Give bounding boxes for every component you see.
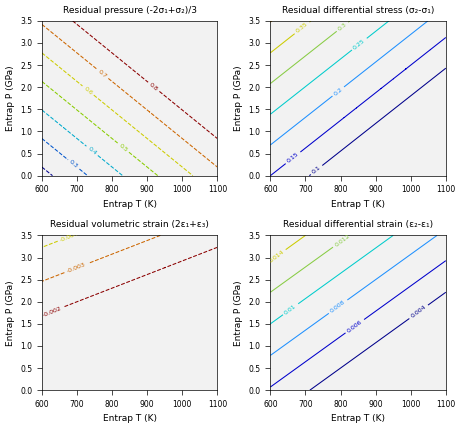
- Text: 0.7: 0.7: [97, 69, 108, 79]
- X-axis label: Entrap T (K): Entrap T (K): [331, 414, 385, 423]
- Text: -0.003: -0.003: [66, 262, 87, 274]
- Text: 0.6: 0.6: [83, 85, 94, 96]
- Text: -0.004: -0.004: [59, 230, 80, 243]
- X-axis label: Entrap T (K): Entrap T (K): [103, 200, 157, 209]
- Text: -0.002: -0.002: [42, 305, 62, 317]
- Text: 0.3: 0.3: [337, 21, 348, 32]
- Text: 0.5: 0.5: [118, 142, 129, 153]
- X-axis label: Entrap T (K): Entrap T (K): [331, 200, 385, 209]
- Title: Residual pressure (-2σ₁+σ₂)/3: Residual pressure (-2σ₁+σ₂)/3: [63, 6, 197, 15]
- Y-axis label: Entrap P (GPa): Entrap P (GPa): [6, 66, 15, 131]
- Text: 0.012: 0.012: [334, 233, 351, 248]
- X-axis label: Entrap T (K): Entrap T (K): [103, 414, 157, 423]
- Text: 0.35: 0.35: [295, 21, 309, 34]
- Text: 0.014: 0.014: [268, 249, 285, 264]
- Text: 0.8: 0.8: [148, 82, 159, 92]
- Text: 0.4: 0.4: [87, 146, 98, 156]
- Y-axis label: Entrap P (GPa): Entrap P (GPa): [6, 280, 15, 346]
- Text: 0.01: 0.01: [284, 303, 297, 315]
- Text: 0.006: 0.006: [346, 319, 363, 333]
- Text: 0.008: 0.008: [330, 299, 347, 314]
- Title: Residual differential strain (ε₂-ε₁): Residual differential strain (ε₂-ε₁): [283, 220, 433, 229]
- Text: 0.004: 0.004: [410, 305, 427, 319]
- Text: 0.3: 0.3: [68, 159, 79, 169]
- Title: Residual volumetric strain (2ε₁+ε₃): Residual volumetric strain (2ε₁+ε₃): [50, 220, 209, 229]
- Text: 0.1: 0.1: [311, 165, 322, 175]
- Y-axis label: Entrap P (GPa): Entrap P (GPa): [234, 66, 243, 131]
- Title: Residual differential stress (σ₂-σ₁): Residual differential stress (σ₂-σ₁): [282, 6, 434, 15]
- Y-axis label: Entrap P (GPa): Entrap P (GPa): [234, 280, 243, 346]
- Text: 0.25: 0.25: [353, 38, 366, 51]
- Text: 0.2: 0.2: [333, 86, 343, 97]
- Text: 0.15: 0.15: [286, 151, 300, 164]
